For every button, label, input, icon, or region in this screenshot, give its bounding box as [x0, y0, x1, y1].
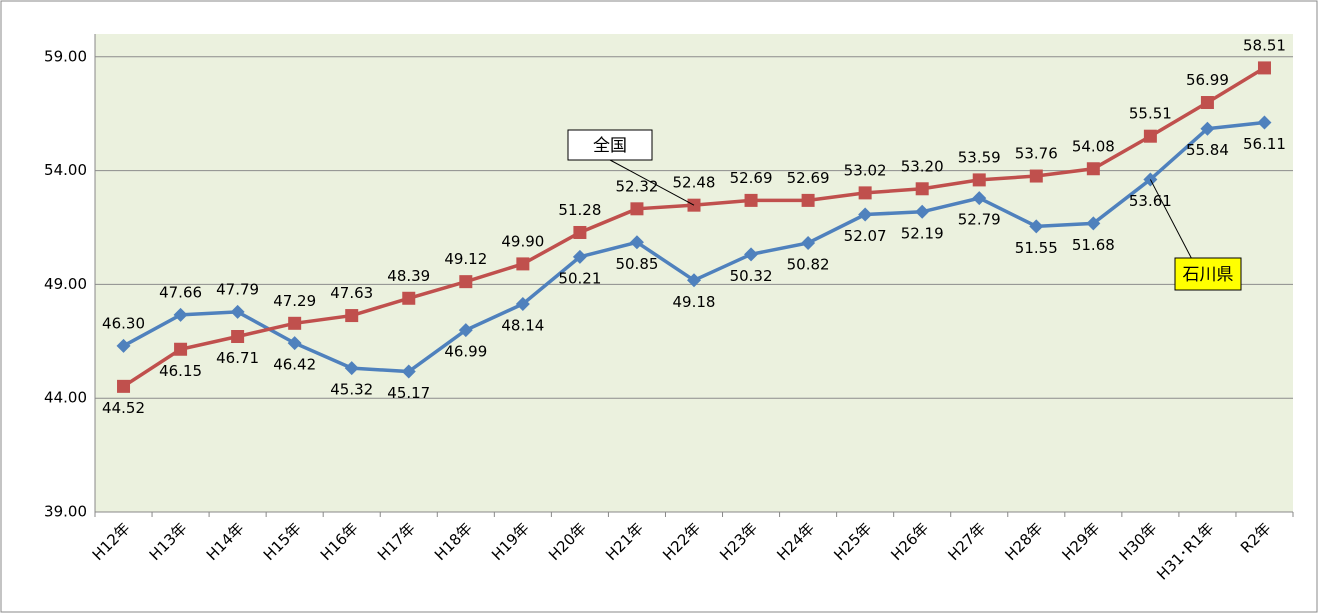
data-label: 49.90	[501, 232, 544, 250]
data-label: 52.69	[730, 169, 773, 187]
marker	[459, 275, 473, 289]
data-label: 45.17	[387, 384, 430, 402]
marker	[344, 361, 359, 376]
data-label: 51.55	[1015, 239, 1058, 257]
marker	[972, 173, 986, 187]
data-label: 56.11	[1243, 135, 1286, 153]
data-label: 51.68	[1072, 236, 1115, 254]
data-label: 47.29	[273, 292, 316, 310]
data-label: 52.79	[958, 211, 1001, 229]
data-label: 55.51	[1129, 105, 1172, 123]
marker	[174, 342, 188, 356]
data-label: 44.52	[102, 399, 145, 417]
legend-box	[1174, 257, 1242, 291]
data-label: 50.32	[730, 267, 773, 285]
marker	[516, 257, 530, 271]
marker	[116, 338, 131, 353]
marker	[230, 304, 245, 319]
marker	[687, 273, 701, 288]
y-tick-label: 44.00	[44, 389, 87, 407]
marker	[1200, 121, 1215, 136]
data-label: 53.59	[958, 148, 1001, 166]
marker	[515, 296, 530, 311]
data-label: 47.66	[159, 283, 202, 301]
marker	[1086, 216, 1101, 231]
data-label: 52.07	[844, 227, 887, 245]
marker	[915, 204, 930, 219]
marker	[173, 307, 188, 322]
marker	[402, 291, 416, 305]
marker	[572, 249, 587, 264]
data-label: 54.08	[1072, 137, 1115, 155]
marker	[801, 193, 815, 207]
marker	[1029, 169, 1043, 183]
legend-label: 全国	[593, 136, 627, 156]
marker	[1029, 219, 1044, 234]
marker	[629, 235, 644, 250]
data-label: 55.84	[1186, 141, 1229, 159]
data-label: 53.02	[844, 161, 887, 179]
data-label: 50.21	[558, 269, 601, 287]
data-label: 46.30	[102, 314, 145, 332]
marker	[288, 316, 302, 330]
marker	[1257, 115, 1272, 130]
data-label: 48.14	[501, 316, 544, 334]
data-label: 51.28	[558, 201, 601, 219]
marker	[401, 364, 416, 379]
data-label: 49.18	[673, 293, 716, 311]
data-label: 53.76	[1015, 145, 1058, 163]
marker	[573, 225, 587, 239]
data-label: 53.61	[1129, 192, 1172, 210]
data-label: 46.42	[273, 356, 316, 374]
y-tick-label: 59.00	[44, 47, 87, 65]
marker	[1257, 61, 1271, 75]
data-label: 56.99	[1186, 71, 1229, 89]
marker	[117, 379, 131, 393]
data-label: 52.48	[673, 174, 716, 192]
marker	[744, 247, 759, 262]
marker	[231, 330, 245, 344]
legend-box	[567, 129, 653, 161]
marker	[744, 193, 758, 207]
marker	[345, 309, 359, 323]
data-label: 52.19	[901, 224, 944, 242]
data-label: 52.32	[615, 177, 658, 195]
data-label: 45.32	[330, 381, 373, 399]
marker	[1143, 129, 1157, 143]
plot-area	[95, 34, 1293, 512]
y-tick-label: 54.00	[44, 161, 87, 179]
data-label: 46.71	[216, 349, 259, 367]
marker	[287, 336, 302, 351]
data-label: 48.39	[387, 267, 430, 285]
marker	[630, 202, 644, 216]
y-tick-label: 49.00	[44, 275, 87, 293]
data-label: 50.82	[787, 255, 830, 273]
data-label: 58.51	[1243, 36, 1286, 54]
data-label: 52.69	[787, 169, 830, 187]
data-label: 47.63	[330, 284, 373, 302]
marker	[858, 207, 873, 222]
marker	[458, 323, 473, 338]
data-label: 47.79	[216, 280, 259, 298]
data-label: 53.20	[901, 157, 944, 175]
legend-label: 石川県	[1183, 265, 1234, 285]
data-label: 49.12	[444, 250, 487, 268]
callout-leader	[609, 159, 695, 206]
marker	[801, 235, 816, 250]
marker	[1086, 162, 1100, 176]
marker	[972, 191, 987, 206]
marker	[858, 186, 872, 200]
y-tick-label: 39.00	[44, 503, 87, 521]
data-label: 46.15	[159, 362, 202, 380]
marker	[915, 182, 929, 196]
data-label: 50.85	[615, 255, 658, 273]
marker	[1200, 96, 1214, 110]
data-label: 46.99	[444, 343, 487, 361]
